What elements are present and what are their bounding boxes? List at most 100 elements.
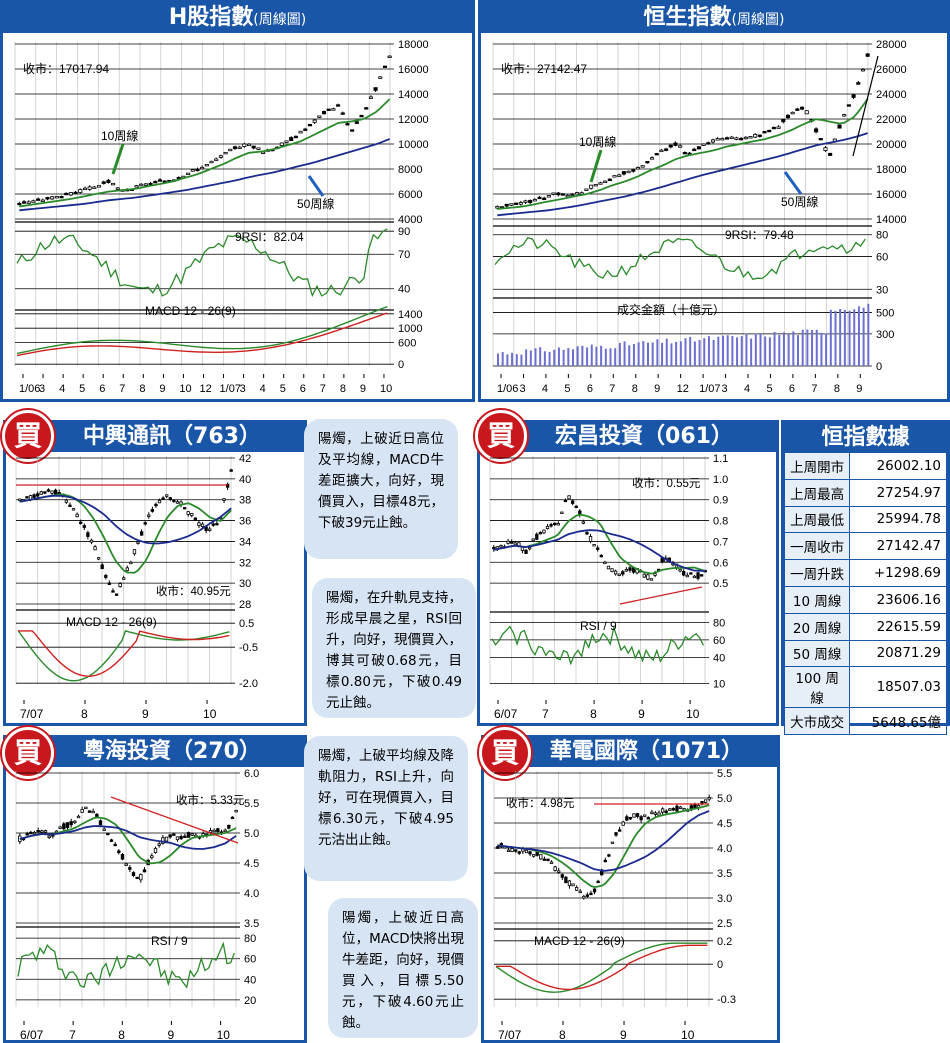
candle [757,134,762,137]
candle [186,172,191,176]
stats-key: 上周最高 [783,478,851,507]
candle [98,820,103,826]
y-tick-label: 26000 [876,64,907,76]
candle [700,800,704,804]
x-tick-label: 10 [217,1028,231,1039]
close-label: 收市：5.33元 [176,793,245,807]
candle [134,185,139,188]
candle [564,876,568,884]
candle [785,114,791,119]
rsi-label: RSI / 9 [580,619,617,633]
y-tick-label: 2.5 [717,918,732,930]
volume-bar [534,348,537,366]
stats-key: 20 周線 [783,612,851,641]
candle [860,69,866,72]
x-tick-label: 4 [59,383,65,395]
comment-061: 陽燭，在升軌見支持，形成早晨之星，RSI回升，向好，現價買入，博其可破0.68元… [312,578,476,718]
close-label: 收市：17017.94 [23,61,109,76]
candle [312,119,317,123]
volume-bar [539,347,542,366]
candle [570,193,575,196]
y-tick-label: 300 [876,329,894,341]
candle [157,499,162,504]
candle [625,816,629,821]
candle [104,574,108,578]
candle [76,815,81,819]
candle [517,851,521,854]
candle [111,182,116,186]
candle [190,833,194,836]
volume-bar [595,346,598,366]
volume-bar [722,335,724,366]
candle [531,538,535,541]
y-tick-label: -2.0 [239,678,258,690]
candle [643,814,647,817]
candle [26,201,31,204]
candle [197,522,201,527]
volume-bar [572,349,574,366]
y-tick-label: 30 [876,284,888,296]
x-tick-label: 8 [340,383,346,395]
candle [68,192,73,196]
buy-badge-270: 買 [2,727,54,779]
candle [598,182,603,185]
volume-bar [553,349,556,366]
candle [230,816,235,820]
candle [92,186,97,189]
candle [36,198,41,201]
candle [799,106,805,110]
stats-value: 22615.59 [849,612,947,641]
y-tick-label: 40 [398,284,410,296]
volume-bar [689,336,692,366]
candle [645,160,650,164]
y-tick-label: 5.0 [717,793,732,805]
candle [560,193,566,196]
x-tick-label: 1/06 [19,383,40,395]
x-tick-label: 7 [320,383,326,395]
candle [510,541,514,544]
volume-bar [853,309,856,366]
candle [190,169,195,172]
buy-badge-061: 買 [475,410,527,462]
candle [168,497,172,500]
macd-line [495,942,708,993]
stats-table: 上周開市 26002.10 上周最高 27254.97 上周最低 25994.78 一周收市… [783,452,947,736]
candle [32,494,36,498]
candle [153,181,158,184]
candle [340,112,345,115]
candle [707,797,711,800]
buy-badge-1071: 買 [479,727,531,779]
ma50-arrow [783,171,803,195]
candle [43,830,48,833]
candle [111,590,115,593]
stats-title: 恒指數據 [821,425,910,450]
candle [331,108,336,111]
candle [664,810,668,813]
stats-key: 上周最低 [783,505,851,534]
y-tick-label: 4.0 [244,888,259,900]
candle [715,138,720,141]
candle [69,821,73,826]
candle [685,574,689,578]
y-tick-label: 600 [398,338,416,350]
stock-061-title: 宏昌投資（061） [555,424,733,449]
y-tick-label: 30 [239,578,251,590]
stock-1071-chart: 5.5 5.0 4.5 4.0 3.5 3.0 2.5 收市：4.98元 0.2 0 -0.3 MAC… [493,768,736,1039]
candle [106,179,111,183]
stats-row: 上周最高 27254.97 [783,478,947,507]
candle [216,828,220,832]
candle [150,509,155,512]
y-tick-label: 0.2 [717,936,732,948]
x-tick-label: 5 [79,383,85,395]
stats-row: 大市成交 5648.65億 [783,707,947,736]
candle [720,138,725,141]
x-tick-label: 3 [240,383,246,395]
candle [58,826,62,829]
candle [153,847,158,853]
candle [78,189,83,194]
x-tick-label: 10 [686,707,700,718]
stock-1071-title: 華電國際（1071） [549,739,744,764]
volume-bar [628,345,631,366]
ma10-label: 10周線 [101,128,138,143]
volume-bar [642,341,645,366]
